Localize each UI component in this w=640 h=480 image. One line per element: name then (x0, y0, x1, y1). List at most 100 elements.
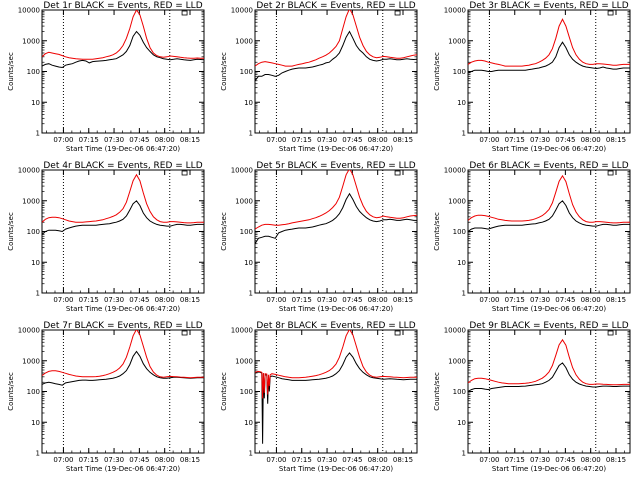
y-axis-label: Counts/sec (7, 52, 15, 91)
y-tick-label: 100 (453, 68, 466, 76)
y-tick-label: 1000 (22, 197, 40, 205)
x-tick-label: 07:00 (479, 296, 499, 304)
y-axis-label: Counts/sec (433, 52, 441, 91)
y-axis-label: Counts/sec (220, 212, 228, 251)
x-tick-label: 08:00 (155, 296, 175, 304)
chart-title: Det 8r BLACK = Events, RED = LLD (256, 321, 415, 331)
x-axis-label: Start Time (19-Dec-06 06:47:20) (66, 305, 180, 313)
x-tick-label: 07:15 (79, 136, 99, 144)
y-axis-label: Counts/sec (433, 372, 441, 411)
x-tick-label: 07:30 (104, 136, 124, 144)
x-tick-label: 07:30 (317, 136, 337, 144)
y-tick-label: 10000 (444, 167, 466, 175)
y-tick-label: 10 (31, 99, 40, 107)
x-tick-label: 07:30 (104, 296, 124, 304)
y-tick-label: 1000 (448, 37, 466, 45)
events-series-line (255, 352, 417, 444)
x-tick-label: 08:00 (581, 456, 601, 464)
x-tick-label: 07:45 (342, 296, 362, 304)
y-tick-label: 10000 (231, 7, 253, 15)
x-tick-label: 08:15 (606, 136, 626, 144)
y-tick-label: 10000 (18, 327, 40, 335)
x-tick-label: 07:30 (530, 136, 550, 144)
x-tick-label: 08:15 (606, 456, 626, 464)
y-tick-label: 1000 (235, 357, 253, 365)
x-tick-label: 07:30 (317, 456, 337, 464)
x-tick-label: 07:00 (53, 136, 73, 144)
events-series-line (255, 30, 417, 82)
lld-series-line (42, 173, 204, 224)
detector-panel-8r: Det 8r BLACK = Events, RED = LLD 1 10 100 10… (220, 321, 418, 473)
detector-panel-1r: Det 1r BLACK = Events, RED = LLD 1 10 100 10… (7, 1, 205, 153)
y-tick-label: 1 (36, 290, 40, 298)
x-tick-label: 08:15 (393, 296, 413, 304)
events-series-line (42, 30, 204, 69)
lld-series-line (468, 338, 630, 386)
detector-panel-3r: Det 3r BLACK = Events, RED = LLD 1 10 100 10… (433, 1, 631, 153)
x-axis-label: Start Time (19-Dec-06 06:47:20) (279, 305, 393, 313)
y-axis-label: Counts/sec (433, 212, 441, 251)
x-tick-label: 07:15 (292, 456, 312, 464)
plot-frame (467, 169, 631, 294)
x-tick-label: 07:45 (129, 456, 149, 464)
plot-frame (41, 9, 205, 134)
y-tick-label: 1 (462, 130, 466, 138)
y-tick-label: 100 (240, 68, 253, 76)
plot-frame (254, 169, 418, 294)
lld-series-line (42, 10, 204, 60)
y-tick-label: 10 (244, 259, 253, 267)
x-tick-label: 07:45 (342, 456, 362, 464)
plot-frame (41, 329, 205, 454)
y-tick-label: 10000 (231, 327, 253, 335)
lld-series-line (255, 170, 417, 230)
x-tick-label: 07:00 (266, 456, 286, 464)
x-tick-label: 07:15 (292, 296, 312, 304)
corner-marker (607, 10, 614, 16)
y-tick-label: 100 (240, 228, 253, 236)
x-tick-label: 08:00 (581, 296, 601, 304)
y-tick-label: 1 (462, 290, 466, 298)
y-tick-label: 1000 (448, 197, 466, 205)
y-axis-label: Counts/sec (7, 372, 15, 411)
corner-marker (181, 10, 188, 16)
x-tick-label: 07:45 (129, 136, 149, 144)
y-tick-label: 100 (27, 68, 40, 76)
x-tick-label: 08:00 (581, 136, 601, 144)
y-tick-label: 1000 (22, 357, 40, 365)
x-tick-label: 07:30 (530, 296, 550, 304)
x-axis-label: Start Time (19-Dec-06 06:47:20) (66, 145, 180, 153)
x-axis-label: Start Time (19-Dec-06 06:47:20) (279, 465, 393, 473)
y-tick-label: 10000 (444, 327, 466, 335)
events-series-line (468, 41, 630, 74)
corner-marker (394, 10, 401, 16)
lld-series-line (42, 330, 204, 379)
chart-title: Det 9r BLACK = Events, RED = LLD (469, 321, 628, 331)
corner-marker (394, 170, 401, 176)
chart-title: Det 2r BLACK = Events, RED = LLD (256, 1, 415, 11)
x-tick-label: 07:45 (129, 296, 149, 304)
x-tick-label: 08:15 (393, 136, 413, 144)
x-tick-label: 08:15 (180, 456, 200, 464)
x-axis-label: Start Time (19-Dec-06 06:47:20) (492, 145, 606, 153)
y-tick-label: 100 (453, 228, 466, 236)
y-tick-label: 1 (249, 450, 253, 458)
x-tick-label: 08:00 (368, 296, 388, 304)
x-tick-label: 08:15 (180, 136, 200, 144)
y-tick-label: 10000 (18, 167, 40, 175)
x-tick-label: 08:00 (368, 136, 388, 144)
chart-title: Det 4r BLACK = Events, RED = LLD (43, 161, 202, 171)
y-tick-label: 10000 (18, 7, 40, 15)
y-tick-label: 10 (31, 259, 40, 267)
y-tick-label: 1 (36, 130, 40, 138)
y-tick-label: 10 (31, 419, 40, 427)
y-tick-label: 10 (457, 259, 466, 267)
y-tick-label: 1000 (235, 197, 253, 205)
x-tick-label: 07:15 (79, 456, 99, 464)
plot-frame (254, 9, 418, 134)
corner-marker (607, 170, 614, 176)
corner-marker (181, 170, 188, 176)
y-axis-label: Counts/sec (220, 52, 228, 91)
events-series-line (468, 200, 630, 232)
x-tick-label: 08:00 (155, 136, 175, 144)
